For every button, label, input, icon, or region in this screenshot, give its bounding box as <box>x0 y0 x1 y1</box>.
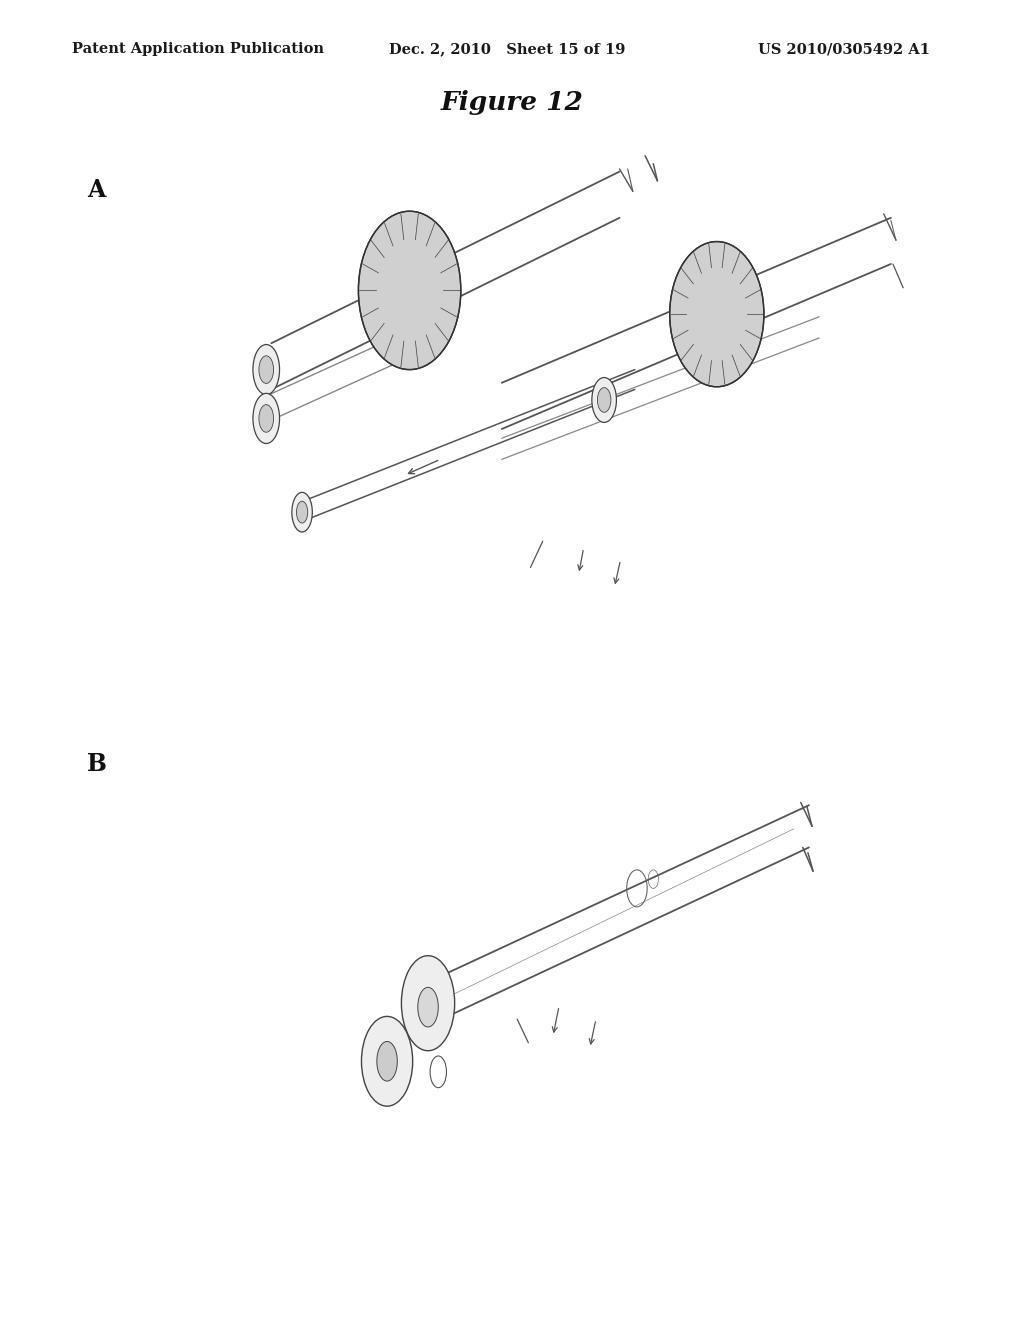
Text: Patent Application Publication: Patent Application Publication <box>72 42 324 57</box>
Text: US 2010/0305492 A1: US 2010/0305492 A1 <box>758 42 930 57</box>
Ellipse shape <box>358 211 461 370</box>
Ellipse shape <box>253 345 280 395</box>
Ellipse shape <box>259 405 273 432</box>
Text: B: B <box>87 752 106 776</box>
Ellipse shape <box>418 987 438 1027</box>
Ellipse shape <box>292 492 312 532</box>
Ellipse shape <box>592 378 616 422</box>
Text: Dec. 2, 2010   Sheet 15 of 19: Dec. 2, 2010 Sheet 15 of 19 <box>389 42 626 57</box>
Ellipse shape <box>670 242 764 387</box>
Text: Figure 12: Figure 12 <box>440 90 584 115</box>
Ellipse shape <box>253 393 280 444</box>
Ellipse shape <box>377 1041 397 1081</box>
Text: A: A <box>87 178 105 202</box>
Ellipse shape <box>297 502 307 523</box>
Ellipse shape <box>361 1016 413 1106</box>
Ellipse shape <box>597 388 611 412</box>
Ellipse shape <box>401 956 455 1051</box>
Ellipse shape <box>259 356 273 383</box>
Ellipse shape <box>430 1056 446 1088</box>
